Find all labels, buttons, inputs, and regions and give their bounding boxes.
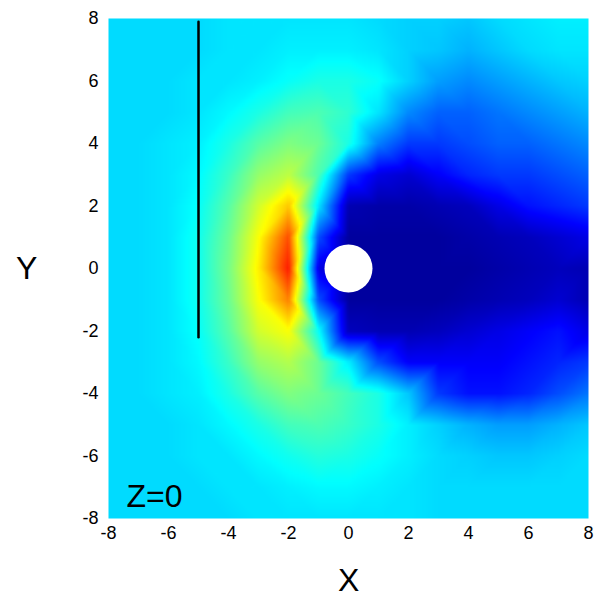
- svg-text:-2: -2: [82, 321, 98, 341]
- svg-text:Z=0: Z=0: [127, 478, 183, 514]
- svg-text:-2: -2: [280, 523, 296, 543]
- svg-text:-4: -4: [220, 523, 236, 543]
- svg-text:2: 2: [88, 196, 98, 216]
- svg-text:6: 6: [523, 523, 533, 543]
- svg-text:8: 8: [583, 523, 593, 543]
- svg-text:8: 8: [88, 8, 98, 28]
- html-text:X: X: [338, 562, 360, 598]
- svg-text:4: 4: [463, 523, 473, 543]
- svg-text:0: 0: [88, 258, 98, 278]
- svg-text:-8: -8: [100, 523, 116, 543]
- svg-text:6: 6: [88, 71, 98, 91]
- svg-text:-8: -8: [82, 508, 98, 528]
- svg-text:-6: -6: [160, 523, 176, 543]
- svg-text:-4: -4: [82, 383, 98, 403]
- svg-text:4: 4: [88, 133, 98, 153]
- html-text:Y: Y: [16, 250, 38, 286]
- svg-text:-6: -6: [82, 446, 98, 466]
- svg-text:2: 2: [403, 523, 413, 543]
- svg-text:0: 0: [343, 523, 353, 543]
